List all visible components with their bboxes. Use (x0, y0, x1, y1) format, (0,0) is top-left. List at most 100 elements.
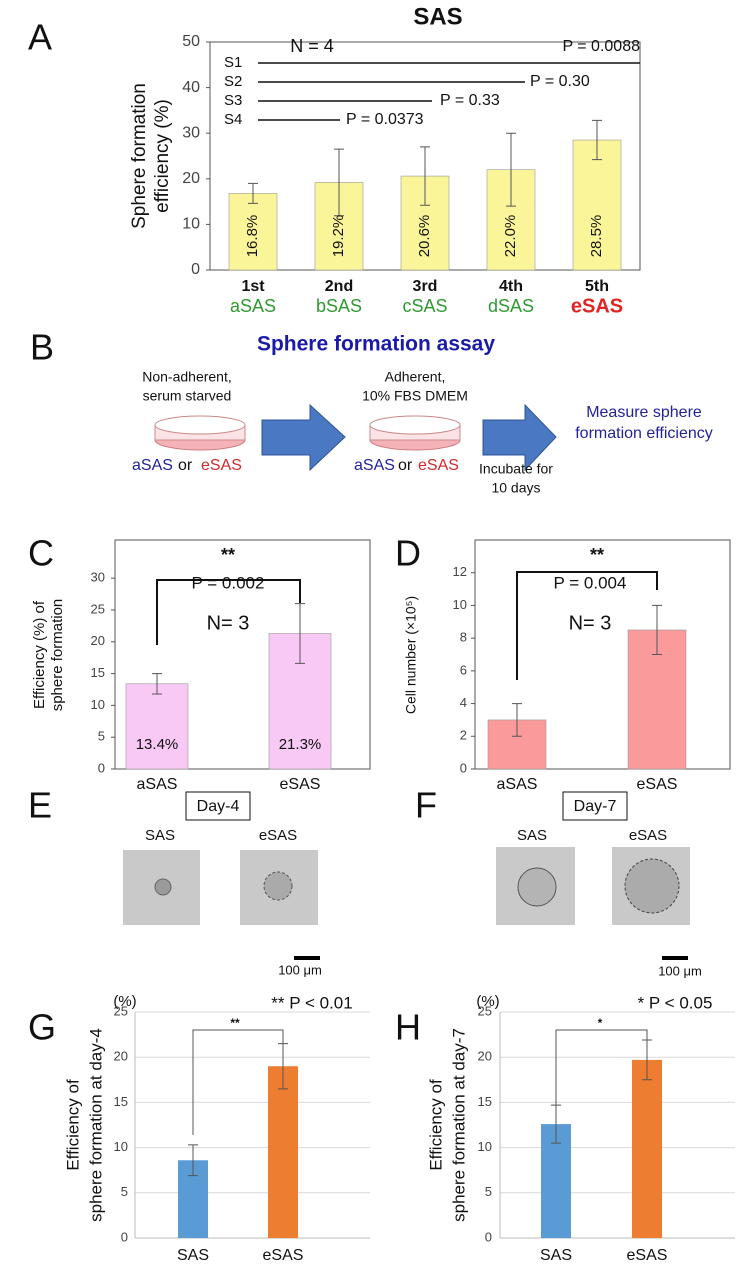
cell-line: eSAS (418, 457, 459, 474)
chart-title: SAS (413, 3, 462, 30)
comparison-label: S2 (224, 73, 242, 90)
y-tick-label: 10 (478, 1139, 492, 1154)
value-label: 16.8% (244, 215, 261, 258)
error-bar (512, 703, 522, 737)
panel-letter: G (28, 1007, 56, 1048)
panel-letter: C (28, 533, 54, 574)
y-axis-label: sphere formation at day-7 (449, 1028, 468, 1222)
panel-letter: A (28, 17, 52, 58)
incubation: Incubate for (479, 461, 553, 477)
y-tick-label: 15 (114, 1094, 128, 1109)
plot-frame (474, 539, 731, 770)
y-tick-label: 30 (91, 570, 105, 585)
annotation: N= 3 (207, 612, 250, 634)
panel-letter: E (28, 785, 52, 826)
comparison-label: S1 (224, 54, 242, 71)
error-bar (652, 604, 662, 655)
dish (369, 415, 461, 435)
annotation: P = 0.002 (192, 573, 265, 592)
y-tick-label: 0 (191, 261, 200, 278)
panel-f: F Day-7 SAS eSAS 100 μm (415, 785, 702, 979)
y-tick-label: 0 (121, 1229, 128, 1244)
x-tick-label: 3rd (413, 278, 438, 295)
y-tick-label: 6 (460, 662, 467, 677)
arrow (261, 403, 346, 472)
x-tick-label: 2nd (325, 278, 353, 295)
y-tick-label: 15 (478, 1094, 492, 1109)
error-bar (592, 119, 602, 161)
x-tick-label: 4th (499, 278, 523, 295)
y-tick-label: 30 (182, 124, 200, 141)
y-tick-label: 8 (460, 630, 467, 645)
sphere (263, 871, 293, 901)
sphere (624, 858, 680, 914)
image-label: SAS (145, 827, 175, 844)
panel-letter: F (415, 785, 437, 826)
value-label: 22.0% (502, 215, 519, 258)
y-axis-label: Efficiency of (63, 1079, 82, 1171)
y-axis-label: Efficiency (%) of (31, 600, 48, 709)
y-tick-label: 25 (114, 1003, 128, 1018)
value-label: 13.4% (136, 736, 179, 753)
y-unit: (%) (476, 993, 499, 1010)
error-bar (295, 603, 305, 664)
condition: Adherent, (385, 369, 446, 385)
y-tick-label: 10 (182, 216, 200, 233)
panel-letter: B (30, 327, 54, 368)
y-tick-label: 15 (91, 665, 105, 680)
y-tick-label: 10 (114, 1139, 128, 1154)
x-tick-label: 1st (241, 278, 265, 295)
x-tick-label: eSAS (637, 776, 678, 793)
p-value: P = 0.0088 (562, 38, 640, 55)
x-sublabel: bSAS (316, 296, 362, 316)
bar (572, 139, 622, 271)
error-bar (152, 673, 162, 695)
day-box (562, 791, 628, 821)
bar (125, 683, 189, 770)
cell-line: aSAS (354, 457, 395, 474)
y-axis-label: sphere formation at day-4 (86, 1028, 105, 1222)
annotation: ** (221, 545, 235, 565)
condition: 10% FBS DMEM (362, 388, 468, 404)
day-label: Day-7 (574, 798, 617, 815)
annotation: * (598, 1016, 603, 1030)
x-tick-label: SAS (177, 1247, 209, 1264)
y-tick-label: 12 (453, 564, 467, 579)
annotation: ** P < 0.01 (271, 993, 352, 1012)
y-axis-label: Sphere formation (129, 83, 150, 229)
x-sublabel: cSAS (402, 296, 447, 316)
dish (154, 415, 246, 435)
annotation: P = 0.004 (554, 573, 627, 592)
arrow (482, 403, 557, 472)
bar (632, 1059, 662, 1238)
condition: Non-adherent, (142, 369, 232, 385)
y-tick-label: 5 (485, 1184, 492, 1199)
day-label: Day-4 (197, 798, 240, 815)
error-bar (248, 182, 258, 204)
significance-bracket (156, 579, 301, 645)
p-value: P = 0.33 (440, 92, 500, 109)
y-tick-label: 2 (460, 728, 467, 743)
y-tick-label: 0 (98, 760, 105, 775)
cell-line: aSAS (132, 457, 173, 474)
bar (268, 1066, 298, 1238)
y-tick-label: 10 (453, 597, 467, 612)
value-label: 28.5% (588, 215, 605, 258)
day-box (185, 791, 251, 821)
y-axis-label: Cell number (×10⁵) (403, 596, 419, 714)
image-label: eSAS (259, 827, 297, 844)
y-tick-label: 25 (478, 1003, 492, 1018)
x-tick-label: eSAS (627, 1247, 668, 1264)
result: Measure sphere (586, 404, 702, 421)
image-label: eSAS (629, 827, 667, 844)
image-label: SAS (517, 827, 547, 844)
x-sublabel: aSAS (230, 296, 276, 316)
y-tick-label: 20 (182, 170, 200, 187)
panel-b: B Sphere formation assay Non-adherent, s… (30, 327, 713, 496)
scale-label: 100 μm (658, 963, 702, 978)
x-tick-label: aSAS (497, 776, 538, 793)
error-bar (188, 1144, 198, 1177)
y-tick-label: 40 (182, 79, 200, 96)
error-bar (420, 146, 430, 206)
significance-bracket (192, 1029, 284, 1135)
